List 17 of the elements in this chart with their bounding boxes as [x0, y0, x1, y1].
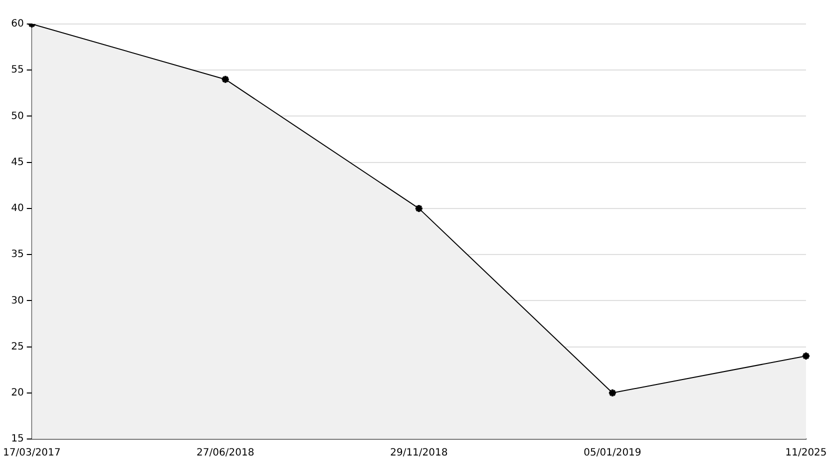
x-tick-label: 17/03/2017 [3, 448, 61, 459]
y-tick-label: 15 [11, 434, 24, 445]
x-tick-label: 11/2025 [785, 448, 827, 459]
y-tick-label: 30 [11, 295, 24, 306]
point [220, 74, 230, 84]
y-tick-label: 40 [11, 203, 24, 214]
y-tick-label: 25 [11, 341, 24, 352]
x-tick-label: 27/06/2018 [196, 448, 254, 459]
y-tick-label: 50 [11, 110, 24, 122]
y-tick-label: 35 [11, 249, 24, 260]
y-tick-label: 55 [11, 64, 24, 76]
point [608, 388, 617, 398]
x-tick-label: 05/01/2019 [584, 448, 642, 459]
y-tick-label: 45 [11, 156, 24, 168]
x-tick-label: 29/11/2018 [390, 448, 448, 459]
y-tick-label: 60 [11, 18, 24, 30]
y-tick-label: 20 [11, 387, 24, 398]
